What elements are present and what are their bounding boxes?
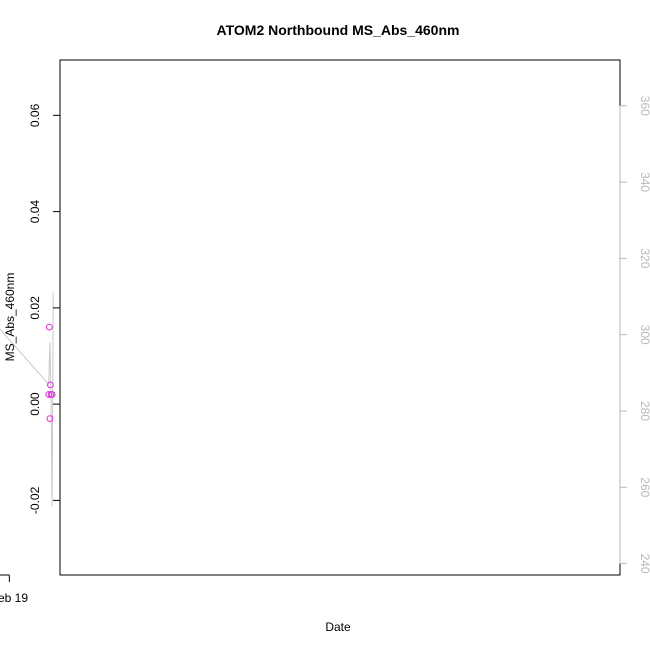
y2-tick-label: 300 bbox=[638, 325, 650, 345]
y-axis-label: MS_Abs_460nm bbox=[3, 273, 17, 362]
y-tick-label: 0.02 bbox=[28, 296, 42, 320]
y2-tick-label: 260 bbox=[638, 477, 650, 497]
y2-tick-label: 320 bbox=[638, 248, 650, 268]
y2-tick-label: 240 bbox=[638, 554, 650, 574]
x-tick-label: Feb 19 bbox=[0, 591, 28, 605]
data-point bbox=[47, 381, 54, 389]
y2-tick-label: 360 bbox=[638, 96, 650, 116]
data-point bbox=[45, 391, 53, 398]
chart-title: ATOM2 Northbound MS_Abs_460nm bbox=[217, 22, 460, 38]
data-point bbox=[46, 415, 54, 423]
y-tick-label: 0.00 bbox=[28, 392, 42, 416]
data-point bbox=[48, 391, 56, 398]
y2-tick-label: 340 bbox=[638, 172, 650, 192]
y-tick-label: 0.04 bbox=[28, 200, 42, 224]
plot-frame bbox=[59, 59, 621, 576]
y-tick-label: -0.02 bbox=[28, 486, 42, 514]
y-tick-label: 0.06 bbox=[28, 103, 42, 127]
data-point bbox=[45, 323, 53, 331]
y2-tick-label: 280 bbox=[638, 401, 650, 421]
x-axis-label: Date bbox=[325, 620, 351, 634]
